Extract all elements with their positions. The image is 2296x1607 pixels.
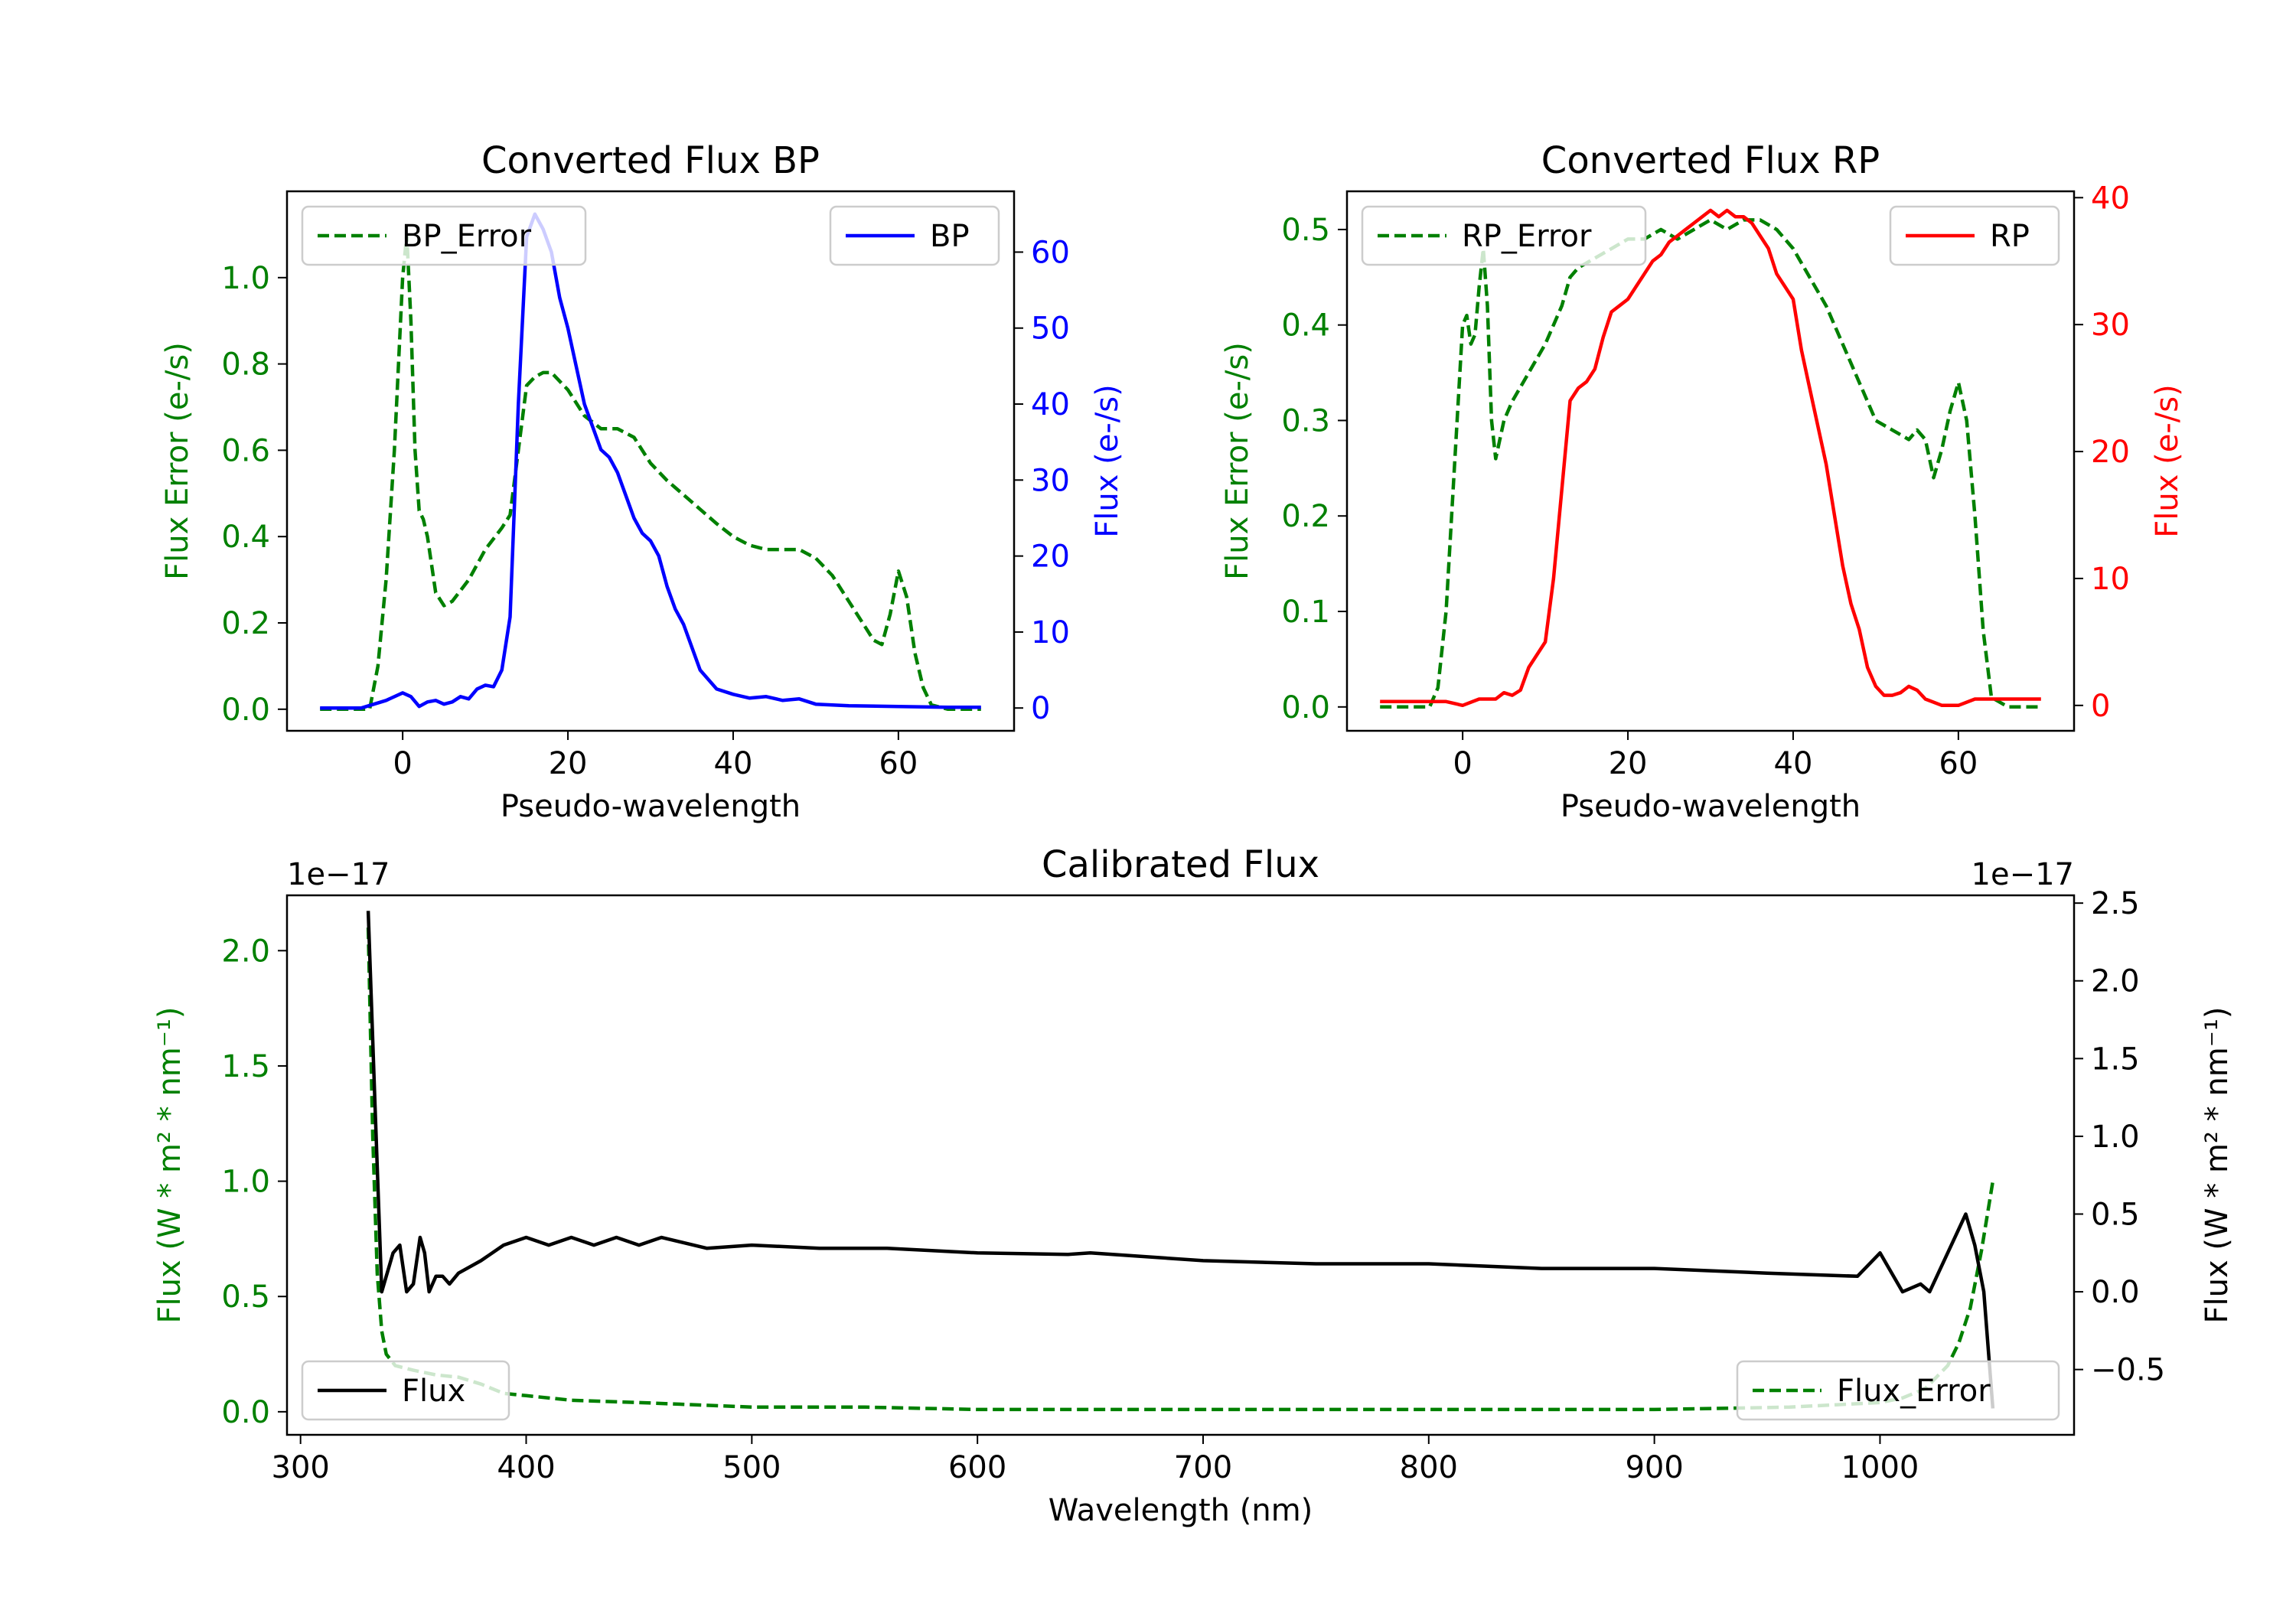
left-y-tick-label: 0.8: [221, 347, 270, 383]
x-tick-label: 500: [722, 1450, 781, 1485]
series-line-rp-error: [1380, 218, 2041, 709]
legend-rp: RP: [1889, 205, 2060, 266]
x-tick-label: 20: [1609, 746, 1648, 781]
series-line-flux: [366, 911, 1995, 1409]
legend-label: RP: [1990, 219, 2030, 254]
left-y-tick-label: 0.2: [221, 606, 270, 641]
x-tick-label: 40: [714, 746, 753, 781]
left-y-tick-label: 0.4: [221, 520, 270, 555]
left-y-tick-label: 0.6: [221, 433, 270, 468]
left-y-tick-label: 0.4: [1281, 308, 1330, 344]
right-offset-text: 1e−17: [1971, 857, 2074, 892]
plot-frame: [285, 190, 1016, 732]
x-axis-label: Pseudo-wavelength: [1561, 789, 1861, 824]
legend-bp-error: BP_Error: [301, 205, 587, 266]
x-tick-label: 60: [879, 746, 918, 781]
x-tick-label: 800: [1400, 1450, 1458, 1485]
right-y-tick-label: 2.0: [2091, 964, 2140, 999]
x-axis-label: Wavelength (nm): [1049, 1493, 1313, 1528]
chart-title: Converted Flux RP: [1541, 139, 1880, 182]
x-tick-label: 0: [393, 746, 412, 781]
right-y-tick-label: −0.5: [2091, 1353, 2165, 1388]
left-y-tick-label: 0.3: [1281, 403, 1330, 438]
plot-frame: [1345, 190, 2076, 732]
series-line-rp: [1380, 208, 2041, 708]
right-y-tick-label: 0.5: [2091, 1197, 2140, 1232]
legend-label: RP_Error: [1462, 219, 1592, 254]
right-y-tick-label: 1.5: [2091, 1041, 2140, 1077]
series-line-flux-error: [366, 927, 1995, 1412]
legend-box: [301, 205, 587, 266]
legend-flux-error: Flux_Error: [1736, 1360, 2060, 1421]
chart-bp: 0 20 40 60 0.0 0.2 0.4 0.6 0.8 1.0 0 10 20 30 40 50 60 Co…: [160, 139, 1125, 824]
right-y-tick-label: 10: [2091, 562, 2130, 597]
left-y-tick-label: 0.5: [1281, 213, 1330, 248]
legend-label: Flux: [402, 1374, 465, 1409]
x-tick-label: 40: [1774, 746, 1813, 781]
legend-box: [1361, 205, 1647, 266]
legend-label: BP_Error: [402, 219, 532, 254]
x-axis-label: Pseudo-wavelength: [501, 789, 801, 824]
right-y-tick-label: 40: [1031, 387, 1070, 422]
right-y-tick-label: 30: [1031, 463, 1070, 498]
x-tick-label: 700: [1174, 1450, 1232, 1485]
chart-title: Converted Flux BP: [481, 139, 820, 182]
x-tick-label: 300: [272, 1450, 330, 1485]
right-y-tick-label: 40: [2091, 181, 2130, 216]
right-y-tick-label: 10: [1031, 615, 1070, 650]
x-tick-label: 0: [1453, 746, 1472, 781]
right-y-tick-label: 20: [2091, 435, 2130, 470]
right-y-tick-label: 50: [1031, 311, 1070, 347]
plot-frame: [285, 894, 2076, 1436]
x-tick-label: 400: [497, 1450, 555, 1485]
left-y-tick-label: 0.0: [221, 693, 270, 728]
left-y-tick-label: 0.5: [221, 1279, 270, 1315]
series-line-bp: [320, 212, 981, 710]
left-y-tick-label: 1.0: [221, 1165, 270, 1200]
x-tick-label: 600: [948, 1450, 1006, 1485]
left-y-tick-label: 1.5: [221, 1049, 270, 1084]
right-y-axis-label: Flux (W * m² * nm⁻¹): [2200, 1007, 2235, 1324]
legend-box: [301, 1360, 510, 1421]
right-y-tick-label: 20: [1031, 539, 1070, 575]
series-line-bp-error: [320, 233, 981, 712]
right-y-tick-label: 2.5: [2091, 886, 2140, 921]
left-y-tick-label: 0.1: [1281, 595, 1330, 630]
x-tick-label: 60: [1939, 746, 1978, 781]
right-y-tick-label: 30: [2091, 308, 2130, 343]
legend-box: [1736, 1360, 2060, 1421]
left-y-axis-label: Flux (W * m² * nm⁻¹): [152, 1007, 188, 1324]
left-y-tick-label: 0.2: [1281, 499, 1330, 534]
right-y-tick-label: 0: [2091, 689, 2110, 724]
right-y-axis-label: Flux (e-/s): [2150, 384, 2185, 537]
chart-title: Calibrated Flux: [1042, 843, 1319, 886]
right-y-tick-label: 0.0: [2091, 1275, 2140, 1310]
chart-rp: 0 20 40 60 0.0 0.1 0.2 0.3 0.4 0.5 0 10 20 30 40 Conver…: [1220, 139, 2185, 824]
left-y-axis-label: Flux Error (e-/s): [160, 342, 195, 580]
right-y-tick-label: 0: [1031, 691, 1050, 726]
x-tick-label: 900: [1625, 1450, 1683, 1485]
right-y-tick-label: 1.0: [2091, 1120, 2140, 1155]
left-y-tick-label: 1.0: [221, 261, 270, 296]
legend-bp: BP: [829, 205, 1000, 266]
legend-label: BP: [930, 219, 970, 254]
x-tick-label: 20: [549, 746, 588, 781]
legend-label: Flux_Error: [1837, 1374, 1991, 1409]
legend-flux: Flux: [301, 1360, 510, 1421]
left-y-axis-label: Flux Error (e-/s): [1220, 342, 1255, 580]
right-y-axis-label: Flux (e-/s): [1090, 384, 1125, 537]
left-offset-text: 1e−17: [287, 857, 390, 892]
left-y-tick-label: 0.0: [221, 1395, 270, 1430]
legend-rp-error: RP_Error: [1361, 205, 1647, 266]
chart-cal: 300 400 500 600 700 800 900 1000 0.0 0.5 1.0 1.5 2.0…: [152, 843, 2235, 1528]
x-tick-label: 1000: [1841, 1450, 1919, 1485]
left-y-tick-label: 2.0: [221, 934, 270, 969]
right-y-tick-label: 60: [1031, 235, 1070, 270]
left-y-tick-label: 0.0: [1281, 690, 1330, 725]
